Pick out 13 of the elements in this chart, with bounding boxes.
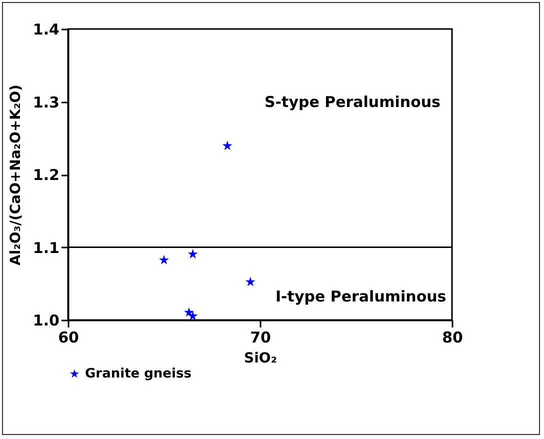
y-tick-label: 1.1 [32,238,60,257]
x-tick-label: 70 [250,328,271,346]
x-tick-label: 80 [442,328,463,346]
y-tick-label: 1.2 [32,166,60,184]
legend-label: Granite gneiss [85,366,192,382]
x-axis-title: SiO₂ [244,350,277,366]
annotation: S-type Peraluminous [264,92,441,111]
y-tick-label: 1.3 [32,93,60,112]
x-tick-label: 60 [58,328,79,346]
y-axis-title: Al₂O₃/(CaO+Na₂O+K₂O) [8,84,24,266]
annotation: I-type Peraluminous [275,288,446,306]
y-tick-label: 1.0 [32,312,60,330]
y-tick-label: 1.4 [32,20,60,38]
